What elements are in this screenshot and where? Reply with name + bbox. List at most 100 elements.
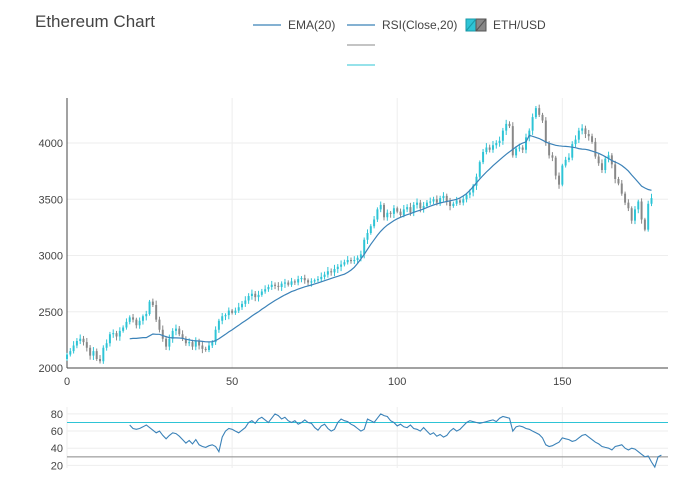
legend-eth-inc-diag <box>465 18 477 32</box>
candle-body <box>270 284 273 287</box>
candle-body <box>171 330 174 339</box>
candle-body <box>290 281 293 285</box>
candle-body <box>204 348 207 350</box>
candle-body <box>257 294 260 298</box>
candle-body <box>283 282 286 284</box>
x-tick-label: 0 <box>64 376 70 388</box>
candle-body <box>198 341 201 346</box>
y-tick-label: 4000 <box>39 138 63 150</box>
candle-body <box>340 264 343 267</box>
candle-body <box>521 147 524 150</box>
candle-body <box>214 329 217 343</box>
candle-body <box>554 157 557 176</box>
candle-body <box>614 164 617 179</box>
candle-body <box>392 208 395 214</box>
candle-body <box>468 192 471 195</box>
candle-body <box>349 260 352 262</box>
candle-body <box>624 193 627 203</box>
candle-body <box>231 310 234 313</box>
chart-title: Ethereum Chart <box>35 12 155 31</box>
candle-body <box>429 201 432 203</box>
candle-body <box>184 338 187 344</box>
candle-body <box>125 321 128 328</box>
candle-body <box>181 334 184 339</box>
candle-body <box>241 303 244 308</box>
candle-body <box>518 147 521 149</box>
candle-body <box>320 276 323 280</box>
candle-body <box>445 195 448 202</box>
rsi-y-tick-label: 40 <box>51 443 63 455</box>
x-tick-label: 50 <box>226 376 238 388</box>
ema-line <box>129 134 652 343</box>
candle-body <box>525 137 527 150</box>
candle-body <box>260 291 263 295</box>
candle-body <box>174 328 177 331</box>
candle-body <box>396 208 399 212</box>
candle-body <box>89 347 92 356</box>
candle-body <box>353 260 356 262</box>
candle-body <box>584 128 587 134</box>
candle-body <box>485 147 488 152</box>
candle-body <box>630 208 633 221</box>
candle-body <box>247 296 250 301</box>
candle-body <box>379 204 382 210</box>
candle-body <box>115 333 118 337</box>
candle-body <box>422 206 425 209</box>
candle-body <box>558 175 561 185</box>
candle-body <box>577 130 580 140</box>
candle-body <box>118 330 121 337</box>
candle-body <box>643 219 646 230</box>
candle-body <box>316 279 319 281</box>
legend-eth-dec-diag <box>475 18 487 32</box>
candle-body <box>594 141 597 157</box>
candle-body <box>343 262 346 265</box>
legend-rsi-label: RSI(Close,20) <box>382 18 457 32</box>
candle-body <box>102 347 105 362</box>
candle-body <box>409 207 412 213</box>
candle-body <box>551 155 554 158</box>
candle-body <box>495 143 498 146</box>
candle-body <box>323 274 326 277</box>
x-tick-label: 100 <box>388 376 406 388</box>
candle-body <box>138 320 141 326</box>
candle-body <box>95 351 98 359</box>
candle-body <box>399 211 402 215</box>
candle-body <box>135 319 138 326</box>
candle-body <box>274 284 277 286</box>
candle-body <box>356 257 359 260</box>
candle-body <box>617 179 620 184</box>
candle-body <box>515 148 518 156</box>
candle-body <box>75 341 78 346</box>
candle-body <box>567 157 570 160</box>
candle-body <box>402 209 405 215</box>
candle-body <box>475 176 478 186</box>
candle-body <box>432 199 435 202</box>
candle-body <box>264 289 267 292</box>
candle-body <box>300 278 303 280</box>
candle-body <box>108 334 111 344</box>
candle-body <box>650 198 653 204</box>
candle-body <box>591 136 594 142</box>
candle-body <box>151 301 154 305</box>
candle-body <box>132 317 135 320</box>
candle-body <box>267 287 270 290</box>
candle-body <box>369 226 372 233</box>
candle-body <box>564 159 567 166</box>
candle-body <box>277 285 280 287</box>
candle-body <box>359 254 362 258</box>
candle-body <box>69 351 72 355</box>
candle-body <box>72 345 75 352</box>
candle-body <box>141 316 144 321</box>
candle-body <box>482 152 485 163</box>
candle-body <box>386 212 389 218</box>
candle-body <box>145 314 148 317</box>
candle-body <box>112 333 115 335</box>
candle-body <box>531 117 534 131</box>
candle-body <box>79 338 82 341</box>
candle-body <box>105 343 108 348</box>
candle-body <box>161 329 164 339</box>
candle-body <box>449 201 452 206</box>
candle-body <box>472 185 475 193</box>
candle-body <box>336 266 339 269</box>
